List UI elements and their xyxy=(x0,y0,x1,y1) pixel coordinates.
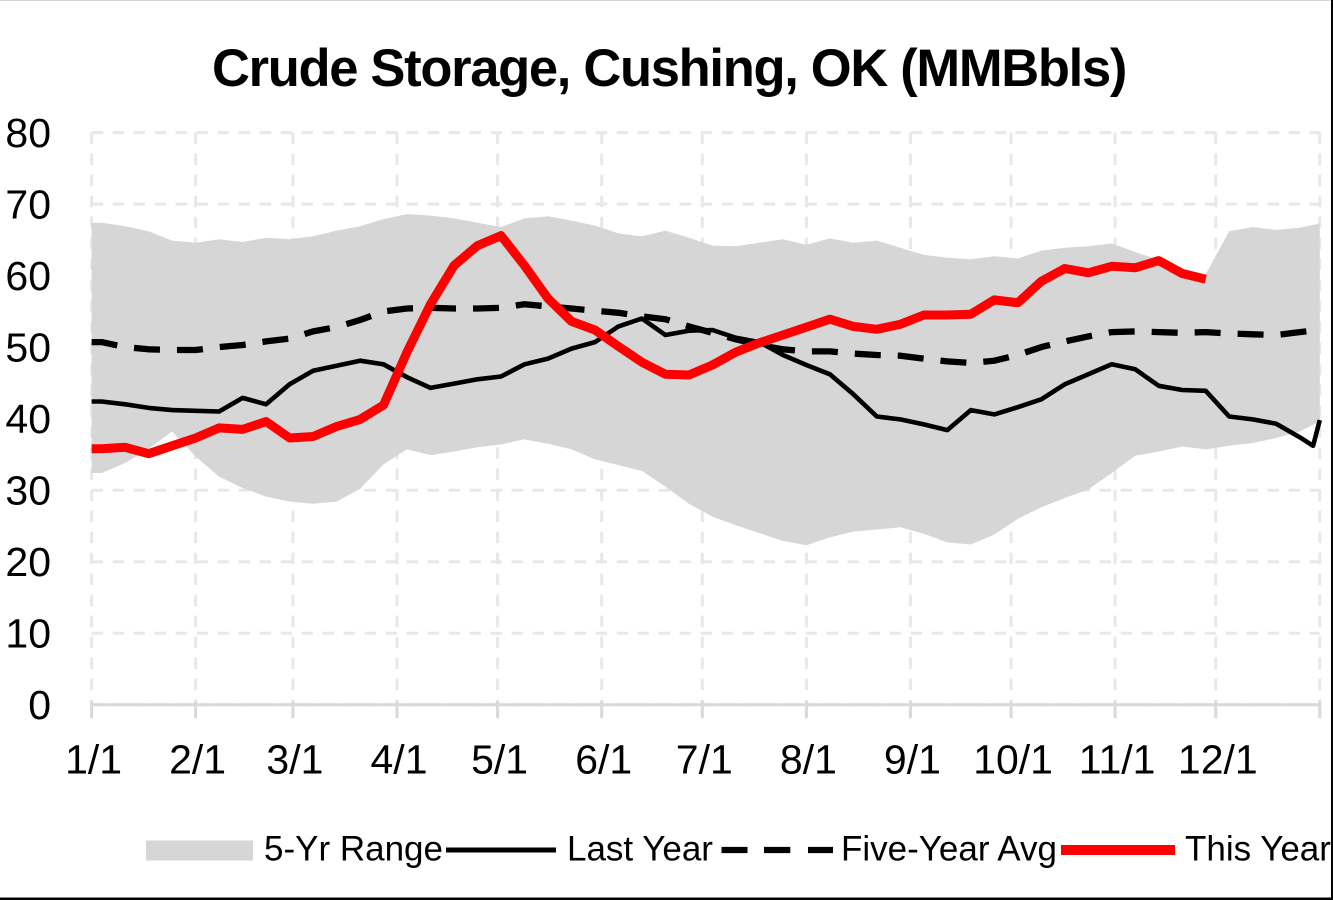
svg-text:80: 80 xyxy=(5,110,51,156)
svg-text:50: 50 xyxy=(5,325,51,371)
svg-text:4/1: 4/1 xyxy=(371,737,428,783)
svg-text:12/1: 12/1 xyxy=(1178,737,1258,783)
svg-text:5-Yr Range: 5-Yr Range xyxy=(264,830,443,869)
svg-text:10: 10 xyxy=(5,611,51,657)
svg-text:6/1: 6/1 xyxy=(575,737,632,783)
svg-text:20: 20 xyxy=(5,539,51,585)
svg-text:3/1: 3/1 xyxy=(266,737,323,783)
svg-text:Five-Year Avg: Five-Year Avg xyxy=(841,830,1057,869)
svg-text:This Year: This Year xyxy=(1185,830,1331,869)
svg-text:Crude Storage, Cushing, OK (MM: Crude Storage, Cushing, OK (MMBbls) xyxy=(212,39,1126,98)
svg-text:10/1: 10/1 xyxy=(973,737,1053,783)
svg-text:Last Year: Last Year xyxy=(567,830,713,869)
svg-text:5/1: 5/1 xyxy=(471,737,528,783)
svg-text:60: 60 xyxy=(5,253,51,299)
svg-text:2/1: 2/1 xyxy=(169,737,226,783)
svg-text:11/1: 11/1 xyxy=(1079,737,1156,783)
svg-text:7/1: 7/1 xyxy=(676,737,733,783)
svg-text:70: 70 xyxy=(5,182,51,228)
svg-text:8/1: 8/1 xyxy=(780,737,837,783)
svg-text:30: 30 xyxy=(5,468,51,514)
svg-text:40: 40 xyxy=(5,396,51,442)
svg-text:9/1: 9/1 xyxy=(884,737,941,783)
svg-text:0: 0 xyxy=(28,682,51,728)
svg-text:1/1: 1/1 xyxy=(65,737,122,783)
